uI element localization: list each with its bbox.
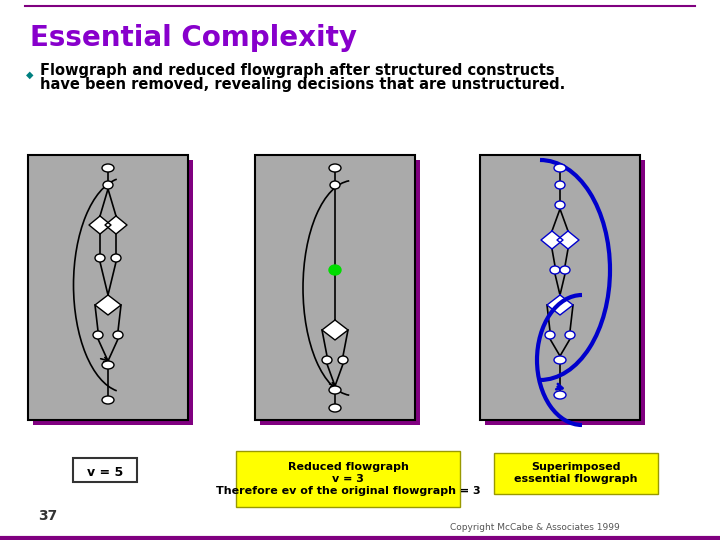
Text: have been removed, revealing decisions that are unstructured.: have been removed, revealing decisions t…: [40, 78, 565, 92]
Ellipse shape: [329, 404, 341, 412]
Ellipse shape: [560, 266, 570, 274]
Ellipse shape: [329, 164, 341, 172]
Text: ◆: ◆: [26, 70, 34, 80]
Polygon shape: [89, 216, 111, 234]
FancyBboxPatch shape: [236, 451, 460, 507]
Ellipse shape: [555, 201, 565, 209]
Polygon shape: [322, 320, 348, 340]
Ellipse shape: [102, 361, 114, 369]
Ellipse shape: [554, 164, 566, 172]
Ellipse shape: [329, 386, 341, 394]
Ellipse shape: [330, 181, 340, 189]
Polygon shape: [95, 295, 121, 315]
Ellipse shape: [102, 396, 114, 404]
Text: Flowgraph and reduced flowgraph after structured constructs: Flowgraph and reduced flowgraph after st…: [40, 63, 554, 78]
FancyBboxPatch shape: [255, 155, 415, 420]
Text: v = 5: v = 5: [87, 465, 123, 478]
FancyBboxPatch shape: [485, 160, 645, 425]
FancyBboxPatch shape: [494, 453, 658, 494]
Text: Essential Complexity: Essential Complexity: [30, 24, 357, 52]
Ellipse shape: [338, 356, 348, 364]
Polygon shape: [541, 231, 563, 249]
Ellipse shape: [565, 331, 575, 339]
FancyBboxPatch shape: [33, 160, 193, 425]
FancyBboxPatch shape: [260, 160, 420, 425]
Ellipse shape: [554, 356, 566, 364]
FancyBboxPatch shape: [480, 155, 640, 420]
Text: 37: 37: [38, 509, 58, 523]
Ellipse shape: [113, 331, 123, 339]
Polygon shape: [557, 231, 579, 249]
Text: Superimposed
essential flowgraph: Superimposed essential flowgraph: [514, 462, 638, 484]
FancyBboxPatch shape: [73, 458, 137, 482]
Ellipse shape: [554, 391, 566, 399]
Text: Copyright McCabe & Associates 1999: Copyright McCabe & Associates 1999: [450, 523, 620, 532]
Text: Reduced flowgraph
v = 3
Therefore ev of the original flowgraph = 3: Reduced flowgraph v = 3 Therefore ev of …: [216, 462, 480, 496]
Ellipse shape: [545, 331, 555, 339]
Ellipse shape: [111, 254, 121, 262]
Ellipse shape: [322, 356, 332, 364]
Polygon shape: [105, 216, 127, 234]
Ellipse shape: [329, 265, 341, 275]
Ellipse shape: [555, 181, 565, 189]
Ellipse shape: [550, 266, 560, 274]
FancyBboxPatch shape: [28, 155, 188, 420]
Ellipse shape: [95, 254, 105, 262]
Ellipse shape: [93, 331, 103, 339]
Ellipse shape: [102, 164, 114, 172]
Polygon shape: [547, 295, 573, 315]
Ellipse shape: [103, 181, 113, 189]
